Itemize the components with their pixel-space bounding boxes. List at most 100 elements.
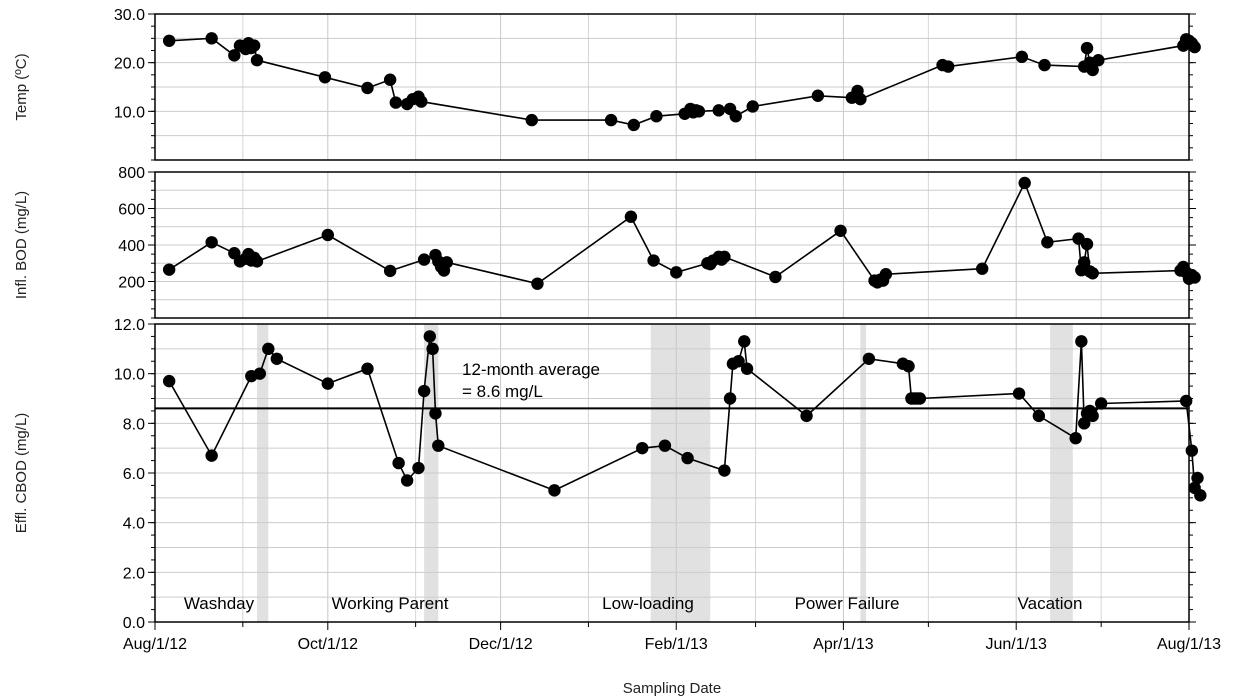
data-point	[976, 262, 989, 275]
x-tick-label: Aug/1/12	[123, 636, 187, 653]
y-axis-title: Temp (ºC)	[13, 53, 30, 120]
data-point	[318, 71, 332, 84]
y-tick-label: 800	[118, 165, 145, 182]
data-point	[1075, 335, 1088, 348]
data-point	[432, 439, 445, 452]
data-point	[205, 449, 218, 462]
x-tick-label: Aug/1/13	[1157, 636, 1221, 653]
data-point	[383, 264, 397, 278]
data-point	[1092, 54, 1105, 67]
data-point	[412, 461, 425, 475]
data-point	[854, 92, 867, 106]
data-point	[1018, 176, 1031, 190]
event-label: Washday	[184, 594, 255, 613]
y-tick-label: 0.0	[123, 615, 145, 632]
y-tick-label: 30.0	[114, 7, 145, 24]
average-label-line2: = 8.6 mg/L	[462, 382, 543, 401]
data-point	[902, 360, 915, 373]
data-point	[692, 105, 706, 118]
data-point	[1086, 409, 1099, 423]
data-point	[321, 377, 335, 390]
data-point	[270, 352, 284, 365]
data-point	[718, 250, 731, 264]
x-axis-title: Sampling Date	[623, 680, 721, 697]
data-point	[1194, 489, 1207, 502]
data-point	[1015, 50, 1029, 64]
data-point	[862, 352, 876, 365]
data-point	[1080, 237, 1094, 251]
y-tick-label: 20.0	[114, 56, 145, 73]
data-point	[1086, 63, 1099, 77]
data-point	[1038, 58, 1051, 72]
data-point	[1032, 409, 1046, 423]
data-point	[389, 96, 402, 109]
data-point	[604, 113, 618, 127]
data-point	[525, 113, 538, 127]
data-point	[647, 254, 660, 267]
data-point	[1069, 432, 1082, 445]
data-point	[712, 104, 725, 117]
y-tick-label: 6.0	[123, 466, 145, 483]
data-point	[879, 268, 893, 281]
data-point	[1012, 387, 1026, 400]
data-point	[1179, 394, 1193, 408]
data-point	[738, 335, 751, 348]
data-point	[740, 362, 754, 375]
data-point	[531, 277, 544, 290]
data-point	[658, 439, 672, 452]
data-point	[361, 362, 374, 375]
data-point	[415, 95, 428, 108]
data-point	[650, 110, 663, 123]
data-point	[250, 255, 264, 268]
data-point	[250, 54, 264, 67]
data-point	[627, 118, 640, 132]
data-point	[1191, 471, 1204, 485]
event-label: Vacation	[1018, 594, 1083, 613]
data-point	[942, 60, 955, 73]
data-point	[1077, 256, 1091, 269]
data-point	[1041, 236, 1054, 249]
panel-frame	[154, 13, 1190, 161]
data-point	[769, 270, 782, 284]
data-point	[723, 392, 737, 405]
y-tick-label: 4.0	[123, 516, 145, 533]
data-point	[417, 253, 431, 266]
data-point	[913, 392, 927, 405]
data-point	[162, 374, 176, 388]
data-point	[729, 110, 742, 123]
panel-frame	[154, 171, 1190, 319]
average-label-line1: 12-month average	[462, 360, 600, 379]
data-point	[681, 451, 694, 465]
data-point	[253, 367, 267, 380]
data-point	[400, 474, 414, 487]
data-point	[162, 263, 176, 276]
y-tick-label: 400	[118, 238, 145, 255]
data-point	[800, 409, 813, 423]
y-tick-label: 10.0	[114, 367, 145, 384]
x-tick-label: Jun/1/13	[985, 636, 1046, 653]
y-tick-label: 200	[118, 275, 145, 292]
data-point	[426, 342, 439, 356]
data-point	[262, 342, 275, 356]
data-point	[1094, 397, 1108, 410]
event-label: Low-loading	[602, 594, 694, 613]
data-point	[811, 89, 825, 102]
data-point	[321, 228, 335, 242]
x-tick-label: Apr/1/13	[813, 636, 874, 653]
data-point	[392, 456, 405, 470]
y-tick-label: 12.0	[114, 317, 145, 334]
data-point	[1185, 444, 1199, 457]
y-tick-label: 2.0	[123, 565, 145, 582]
data-point	[1086, 267, 1099, 280]
data-point	[1080, 41, 1094, 55]
x-tick-label: Feb/1/13	[645, 636, 708, 653]
data-point	[162, 34, 176, 47]
data-point	[383, 73, 397, 86]
y-tick-label: 8.0	[123, 416, 145, 433]
data-point	[624, 210, 638, 223]
data-point	[1077, 417, 1091, 430]
x-tick-label: Dec/1/12	[469, 636, 533, 653]
data-point	[670, 266, 683, 279]
data-point	[205, 236, 218, 249]
